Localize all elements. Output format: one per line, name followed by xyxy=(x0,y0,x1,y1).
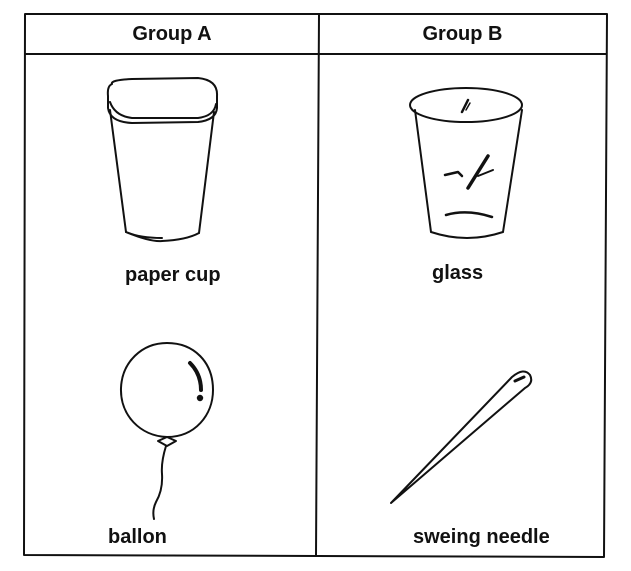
item-label-balloon: ballon xyxy=(108,526,167,548)
item-label-glass: glass xyxy=(432,262,484,284)
sewing-needle-icon xyxy=(390,370,533,504)
group-a-header: Group A xyxy=(132,23,212,45)
item-label-paper-cup: paper cup xyxy=(125,264,221,286)
group-b-header: Group B xyxy=(422,23,503,45)
glass-icon xyxy=(409,87,523,239)
paper-cup-icon xyxy=(106,77,219,243)
balloon-icon xyxy=(119,342,214,520)
item-label-sewing-needle: sweing needle xyxy=(413,526,550,548)
table-grid xyxy=(23,13,608,558)
